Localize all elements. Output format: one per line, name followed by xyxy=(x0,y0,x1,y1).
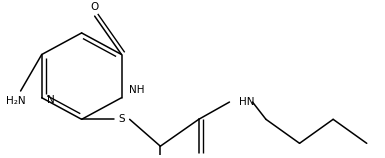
Text: HN: HN xyxy=(239,97,254,107)
Text: O: O xyxy=(90,2,99,12)
Text: H₂N: H₂N xyxy=(6,96,26,106)
Text: S: S xyxy=(119,114,125,124)
Text: N: N xyxy=(47,95,55,105)
Text: NH: NH xyxy=(129,85,145,95)
